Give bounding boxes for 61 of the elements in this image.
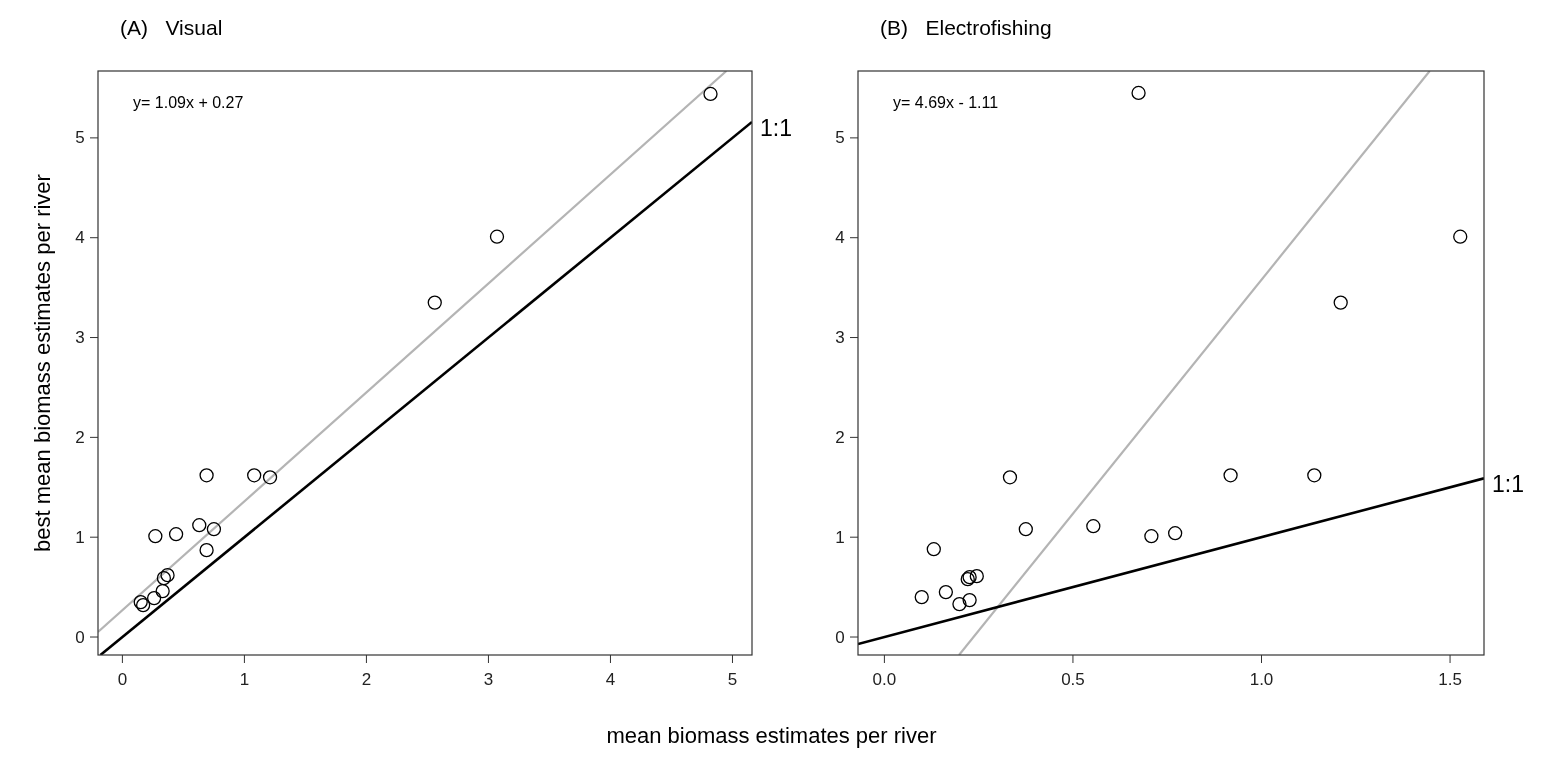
point <box>155 583 170 599</box>
x-tick-label: 1.5 <box>1438 670 1462 689</box>
point <box>914 589 929 605</box>
x-tick-label: 2 <box>361 670 372 689</box>
y-tick-label: 5 <box>75 128 85 148</box>
y-tick-label: 1 <box>75 527 85 547</box>
x-tick-label: 0 <box>117 670 128 689</box>
point <box>427 295 442 310</box>
x-tick-label: 0.0 <box>872 670 897 689</box>
x-tick-label: 5 <box>727 670 738 689</box>
series-label: 1:1 <box>1492 471 1524 498</box>
point <box>1333 295 1348 310</box>
point <box>938 584 954 600</box>
series-label: 1:1 <box>760 114 792 141</box>
point <box>146 590 162 606</box>
x-tick-label: 1 <box>239 670 250 689</box>
y-tick-label: 0 <box>835 627 845 647</box>
x-tick-label: 0.5 <box>1061 670 1085 689</box>
point <box>199 543 214 558</box>
x-axis-title: mean biomass estimates per river <box>606 723 937 748</box>
annotation: y= 1.09x + 0.27 <box>133 94 244 111</box>
y-tick-label: 0 <box>75 627 85 647</box>
point <box>703 86 718 102</box>
point <box>1131 85 1146 101</box>
y-axis-title: best mean biomass estimates per river <box>30 174 55 552</box>
point <box>247 468 262 483</box>
point <box>952 596 967 612</box>
point <box>199 468 214 483</box>
point <box>1144 529 1159 544</box>
point <box>206 522 222 537</box>
y-tick-label: 5 <box>835 128 845 148</box>
y-tick-label: 3 <box>75 328 85 348</box>
x-tick-label: 3 <box>483 670 494 689</box>
point <box>962 592 977 608</box>
point <box>1168 526 1183 541</box>
point <box>1223 468 1238 483</box>
point <box>262 470 278 485</box>
point <box>1307 468 1322 483</box>
y-tick-label: 3 <box>835 328 845 348</box>
y-tick-label: 4 <box>835 228 845 248</box>
chart-title: (B) Electrofishing <box>880 16 1052 39</box>
y-tick-label: 1 <box>835 527 845 547</box>
y-tick-label: 2 <box>75 427 85 447</box>
y-tick-label: 4 <box>75 228 85 248</box>
x-tick-label: 4 <box>605 670 616 689</box>
x-tick-label: 1.0 <box>1249 670 1274 689</box>
point <box>168 527 184 542</box>
point <box>1018 522 1033 537</box>
point <box>192 518 207 533</box>
point <box>969 569 984 584</box>
point <box>1086 519 1101 534</box>
point <box>1453 229 1468 244</box>
point <box>160 568 175 583</box>
point <box>148 529 163 544</box>
point <box>1002 470 1018 485</box>
point <box>156 570 172 586</box>
annotation: y= 4.69x - 1.11 <box>893 94 999 111</box>
point <box>489 229 505 244</box>
point <box>926 542 941 557</box>
chart-title: (A) Visual <box>120 16 223 39</box>
y-tick-label: 2 <box>835 427 845 447</box>
